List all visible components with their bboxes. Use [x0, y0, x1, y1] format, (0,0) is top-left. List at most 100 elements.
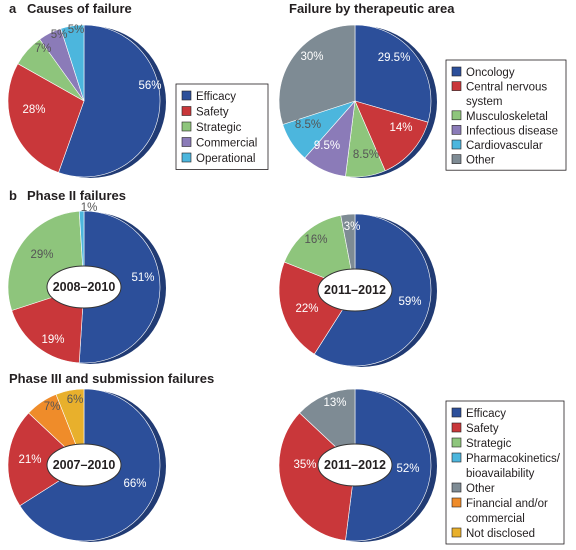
legend-label-strategic: Strategic — [196, 122, 242, 134]
slice-operational — [60, 24, 85, 102]
slice-label-strategic: 29% — [30, 249, 53, 261]
slice-label-infectious-disease: 9.5% — [314, 140, 340, 152]
legend-swatch-strategic — [181, 121, 192, 132]
donut-chart-phase-ii-2008-2010: 2008–2010 51% 19% 29% 1% — [7, 202, 166, 364]
legend-label-not-disclosed: Not disclosed — [466, 528, 535, 540]
legend-label-efficacy: Efficacy — [196, 91, 236, 103]
slice-label-safety: 35% — [293, 459, 316, 471]
legend-label-financial-and-or-commercial: commercial — [466, 513, 525, 525]
pie-chart-causes-of-failure: 56% 28% 7% 5% 5% — [7, 24, 166, 178]
slice-label-financial-and-or-commercial: 7% — [44, 401, 61, 413]
slice-label-strategic: 16% — [304, 234, 327, 246]
legend-swatch-safety — [451, 422, 462, 433]
slice-central-nervous-system — [354, 100, 429, 172]
center-period-label: 2011–2012 — [324, 458, 386, 472]
legend-label-infectious-disease: Infectious disease — [466, 125, 558, 137]
legend-label-pharmacokinetics-bioavailability: Pharmacokinetics/ — [466, 453, 561, 465]
legend-label-safety: Safety — [196, 107, 229, 119]
donut-chart-phase-iii-2007-2010: 2007–2010 66% 21% 7% 6% — [7, 388, 166, 542]
slice-label-operational: 5% — [68, 24, 85, 36]
slice-safety — [278, 412, 356, 541]
legend-label-pharmacokinetics-bioavailability: bioavailability — [466, 468, 535, 480]
slice-label-central-nervous-system: 14% — [389, 122, 412, 134]
legend-box — [175, 83, 269, 170]
legend-label-efficacy: Efficacy — [466, 408, 506, 420]
slice-label-other: 13% — [323, 397, 346, 409]
legend-swatch-efficacy — [451, 407, 462, 418]
legend-label-cardiovascular: Cardiovascular — [466, 140, 543, 152]
slice-label-efficacy: 51% — [131, 272, 154, 284]
center-period-label: 2008–2010 — [53, 280, 116, 294]
legend-swatch-strategic — [451, 437, 462, 448]
slice-label-other: 30% — [300, 51, 323, 63]
slice-label-safety: 19% — [41, 334, 64, 346]
slice-label-not-disclosed: 6% — [67, 394, 84, 406]
donut-chart-phase-iii-2011-2012: 2011–2012 52% 35% 13% — [278, 388, 437, 542]
legend-label-other: Other — [466, 483, 495, 495]
slice-label-efficacy: 66% — [123, 478, 146, 490]
heading-therapeutic-area: Failure by therapeutic area — [289, 1, 455, 16]
legend-swatch-efficacy — [181, 90, 192, 101]
legend-swatch-musculoskeletal — [451, 110, 462, 121]
slice-label-strategic: 7% — [35, 43, 52, 55]
legend-swatch-infectious-disease — [451, 125, 462, 135]
donut-chart-phase-ii-2011-2012: 2011–2012 59% 22% 16% 3% — [278, 213, 437, 367]
legend-label-other: Other — [466, 155, 495, 167]
legend-phase-failures: Efficacy Safety Strategic Pharmacokinetics/… — [445, 400, 565, 545]
slice-label-efficacy: 59% — [398, 296, 421, 308]
legend-therapeutic-area: Oncology Central nervous system Musculoskel… — [445, 59, 567, 171]
legend-causes-of-failure: Efficacy Safety Strategic Commercial Operati… — [175, 83, 269, 170]
slice-label-oncology: 29.5% — [378, 52, 411, 64]
slice-oncology — [354, 24, 432, 123]
slice-safety — [11, 286, 85, 364]
pie-chart-therapeutic-area: 29.5% 14% 8.5% 9.5% 8.5% 30% — [278, 24, 437, 178]
legend-label-musculoskeletal: Musculoskeletal — [466, 111, 548, 123]
panel-letter-a: a — [9, 1, 17, 16]
legend-swatch-cardiovascular — [451, 139, 462, 150]
slice-safety — [7, 412, 85, 507]
slice-other — [278, 24, 356, 125]
slice-label-cardiovascular: 8.5% — [295, 119, 321, 131]
legend-swatch-operational — [181, 152, 192, 163]
slice-label-musculoskeletal: 8.5% — [353, 149, 379, 161]
legend-swatch-pharmacokinetics-bioavailability — [451, 452, 462, 463]
slice-label-safety: 28% — [22, 104, 45, 116]
legend-swatch-financial-and-or-commercial — [451, 497, 462, 508]
legend-box — [445, 59, 567, 171]
center-period-label: 2007–2010 — [53, 458, 116, 472]
legend-swatch-commercial — [181, 137, 192, 147]
legend-swatch-central-nervous-system — [451, 81, 462, 91]
center-hole — [317, 268, 393, 312]
heading-phase-iii: Phase III and submission failures — [9, 371, 214, 386]
center-hole — [46, 443, 122, 487]
legend-label-financial-and-or-commercial: Financial and/or — [466, 498, 548, 510]
legend-label-commercial: Commercial — [196, 138, 257, 150]
slice-label-efficacy: 56% — [138, 80, 161, 92]
legend-swatch-other — [451, 482, 462, 493]
legend-box — [445, 400, 565, 545]
slice-safety — [7, 63, 85, 173]
legend-label-operational: Operational — [196, 153, 255, 165]
slice-label-safety: 21% — [18, 454, 41, 466]
legend-swatch-not-disclosed — [451, 527, 462, 538]
legend-label-central-nervous-system: system — [466, 96, 502, 108]
heading-phase-ii: Phase II failures — [27, 188, 126, 203]
slice-label-commercial: 5% — [51, 29, 68, 41]
center-period-label: 2011–2012 — [324, 283, 386, 297]
legend-label-strategic: Strategic — [466, 438, 512, 450]
slice-label-other: 3% — [344, 221, 361, 233]
center-hole — [317, 443, 393, 487]
slice-label-pharmacokinetics-bioavailability: 1% — [81, 202, 98, 214]
slice-efficacy — [58, 24, 161, 178]
slice-label-efficacy: 52% — [396, 463, 419, 475]
center-hole — [46, 265, 122, 309]
legend-label-oncology: Oncology — [466, 67, 515, 79]
slice-label-safety: 22% — [295, 303, 318, 315]
legend-label-central-nervous-system: Central nervous — [466, 82, 547, 94]
legend-swatch-safety — [181, 106, 192, 116]
legend-label-safety: Safety — [466, 423, 499, 435]
panel-letter-b: b — [9, 188, 17, 203]
legend-swatch-other — [451, 154, 462, 164]
legend-swatch-oncology — [451, 66, 462, 77]
